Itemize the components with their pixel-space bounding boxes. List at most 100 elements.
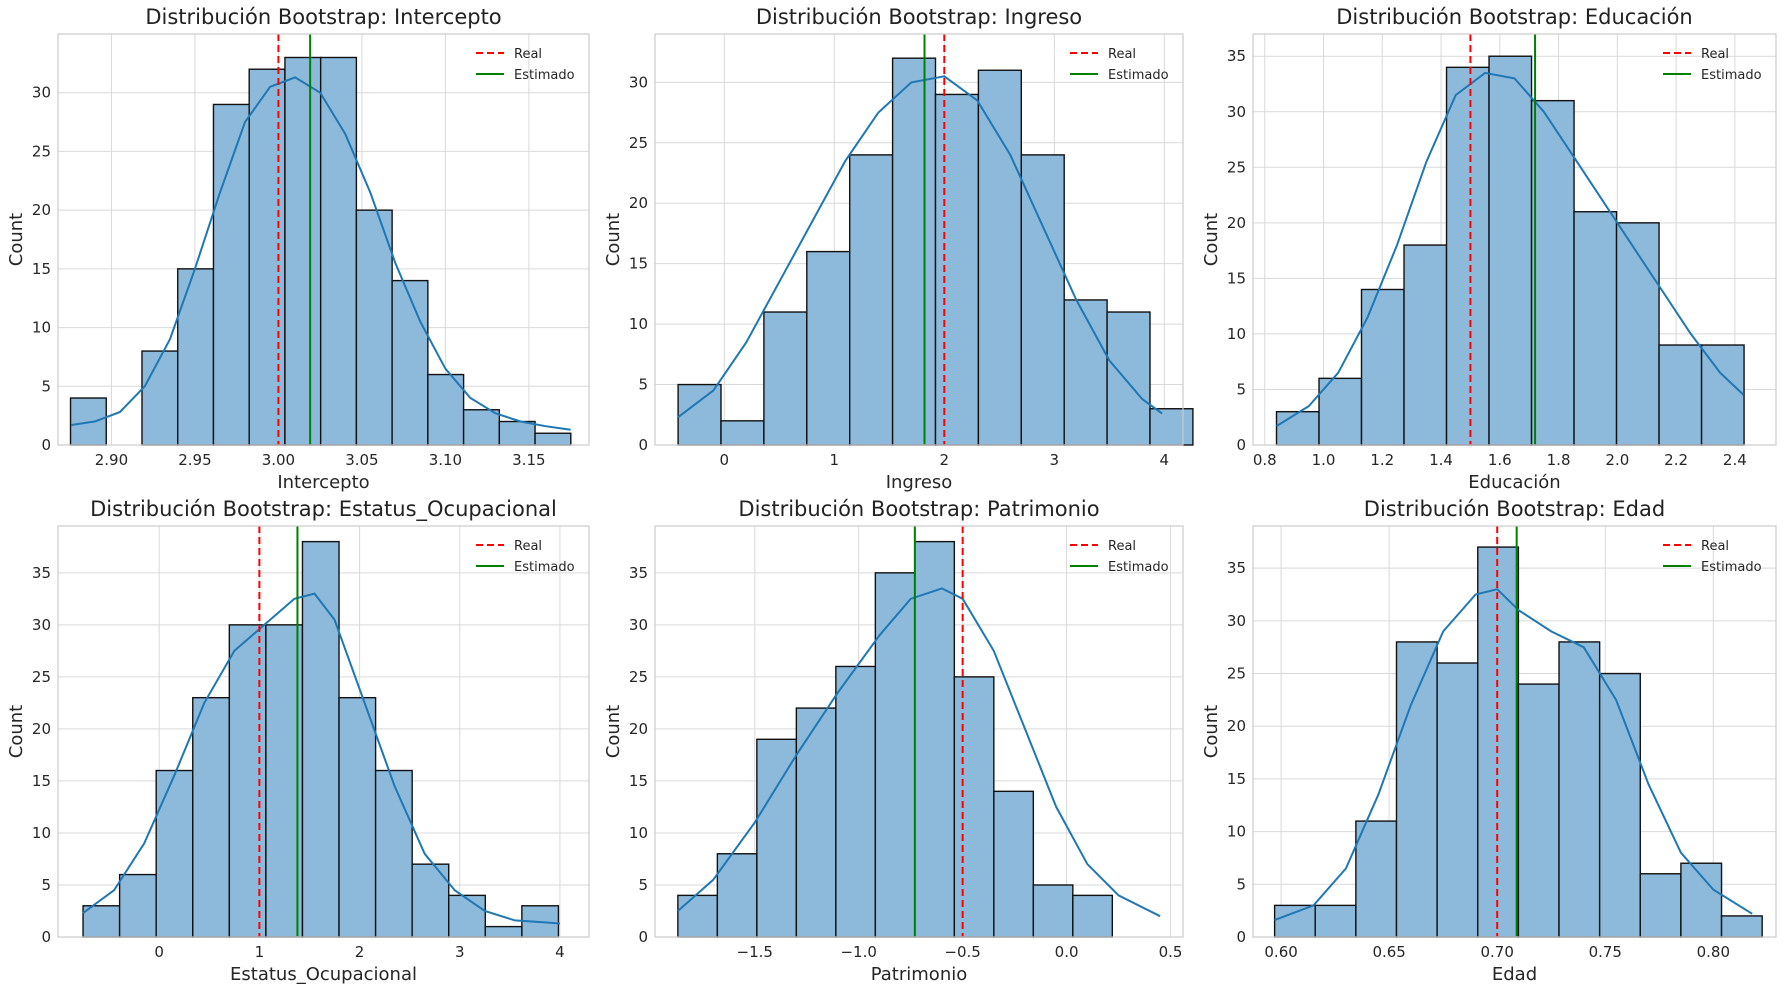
- histogram-bar: [1355, 820, 1398, 938]
- histogram-bar: [677, 894, 719, 938]
- kde-curve: [677, 75, 1163, 418]
- histogram-bar: [953, 676, 995, 938]
- histogram-bar: [763, 311, 808, 446]
- x-axis-label: Patrimonio: [871, 964, 968, 985]
- x-tick-label: 2.2: [1664, 451, 1688, 469]
- histogram-bar: [677, 383, 722, 446]
- legend-estimated-label: Estimado: [514, 560, 575, 575]
- histogram-bar: [141, 350, 179, 446]
- x-tick-label: 2: [355, 943, 365, 961]
- histogram-bar: [192, 696, 231, 938]
- histogram-bar: [374, 769, 413, 938]
- x-tick-label: −0.5: [944, 943, 980, 961]
- kde-curve: [82, 592, 560, 925]
- histogram-bar: [1149, 408, 1194, 446]
- y-tick-label: 15: [1227, 770, 1246, 788]
- y-tick-label: 30: [1227, 612, 1246, 630]
- histogram-bar: [1318, 377, 1363, 446]
- y-axis-label: Count: [603, 705, 624, 758]
- histogram-bar: [1072, 894, 1114, 938]
- axes-frame: [1252, 33, 1777, 446]
- subplot-title: Distribución Bootstrap: Intercepto: [145, 5, 501, 29]
- y-axis-label: Count: [603, 213, 624, 266]
- kde-curve: [1275, 71, 1745, 427]
- legend-estimated-label: Estimado: [1108, 68, 1169, 83]
- x-axis-label: Estatus_Ocupacional: [230, 964, 417, 985]
- x-tick-label: 3.10: [429, 451, 462, 469]
- y-tick-label: 15: [629, 255, 648, 273]
- histogram-bar: [1445, 66, 1490, 446]
- y-tick-label: 20: [629, 194, 648, 212]
- histogram-bar: [1658, 344, 1703, 446]
- x-tick-label: 0.65: [1372, 943, 1405, 961]
- x-tick-label: 3.05: [345, 451, 378, 469]
- histogram-bar: [1314, 904, 1357, 938]
- histogram-bar: [1517, 683, 1560, 938]
- histogram-bar: [448, 894, 487, 938]
- histogram-bar: [1680, 862, 1723, 938]
- kde-curve: [677, 587, 1161, 918]
- x-tick-label: 1.0: [1312, 451, 1336, 469]
- y-tick-label: 30: [629, 73, 648, 91]
- y-tick-label: 0: [41, 436, 51, 454]
- axes-frame: [57, 525, 590, 938]
- histogram-bar: [1615, 222, 1660, 446]
- x-axis-label: Educación: [1468, 472, 1560, 493]
- histogram-bar: [849, 154, 894, 446]
- y-tick-label: 5: [638, 876, 648, 894]
- y-tick-label: 30: [629, 616, 648, 634]
- histogram-bar: [118, 873, 157, 938]
- y-tick-label: 35: [32, 564, 51, 582]
- y-tick-label: 35: [629, 564, 648, 582]
- histogram-bar: [1488, 55, 1533, 446]
- histogram-bar: [874, 572, 916, 938]
- histogram-bar: [284, 56, 322, 446]
- y-tick-label: 25: [629, 668, 648, 686]
- legend-real-label: Real: [1701, 47, 1729, 62]
- histogram-bar: [1573, 211, 1618, 446]
- x-tick-label: 0.5: [1159, 943, 1183, 961]
- histogram-bar: [498, 420, 536, 446]
- y-tick-label: 25: [1227, 665, 1246, 683]
- y-tick-label: 15: [32, 260, 51, 278]
- y-tick-label: 5: [638, 376, 648, 394]
- histogram-bar: [1530, 99, 1575, 446]
- y-tick-label: 5: [1236, 380, 1246, 398]
- histogram-bar: [1598, 672, 1641, 938]
- histogram-bar: [1360, 288, 1405, 446]
- y-tick-label: 30: [32, 84, 51, 102]
- x-tick-label: 4: [555, 943, 565, 961]
- x-axis-label: Intercepto: [277, 472, 369, 493]
- x-axis-label: Ingreso: [886, 472, 953, 493]
- y-tick-label: 25: [629, 134, 648, 152]
- subplot-title: Distribución Bootstrap: Ingreso: [756, 5, 1082, 29]
- legend-real-label: Real: [1701, 539, 1729, 554]
- y-tick-label: 5: [41, 377, 51, 395]
- histogram-bar: [1275, 410, 1320, 446]
- y-tick-label: 35: [1227, 559, 1246, 577]
- histogram-bar: [1273, 904, 1316, 938]
- histogram-bar: [338, 696, 377, 938]
- legend-estimated-label: Estimado: [1108, 560, 1169, 575]
- histogram-bar: [355, 209, 393, 446]
- histogram-bar: [1700, 344, 1745, 446]
- y-tick-label: 25: [32, 668, 51, 686]
- axes-frame: [654, 525, 1184, 938]
- x-tick-label: 4: [1160, 451, 1170, 469]
- histogram-bar: [977, 69, 1023, 446]
- x-tick-label: 0: [154, 943, 164, 961]
- subplot-1: 2.90 2.95 3.00 3.05 3.10 3.15 0 5 10 15 20 25 30 Dist…: [6, 5, 590, 493]
- y-tick-label: 30: [32, 616, 51, 634]
- y-tick-label: 20: [1227, 717, 1246, 735]
- axes-frame: [654, 33, 1184, 446]
- histogram-bar: [914, 540, 956, 938]
- x-tick-label: 1: [830, 451, 840, 469]
- histogram-bar: [1477, 546, 1520, 938]
- y-tick-label: 20: [32, 720, 51, 738]
- y-axis-label: Count: [6, 213, 27, 266]
- y-tick-label: 20: [32, 201, 51, 219]
- x-tick-label: 0.0: [1055, 943, 1079, 961]
- histogram-bar: [1436, 662, 1479, 938]
- legend-real-label: Real: [514, 47, 542, 62]
